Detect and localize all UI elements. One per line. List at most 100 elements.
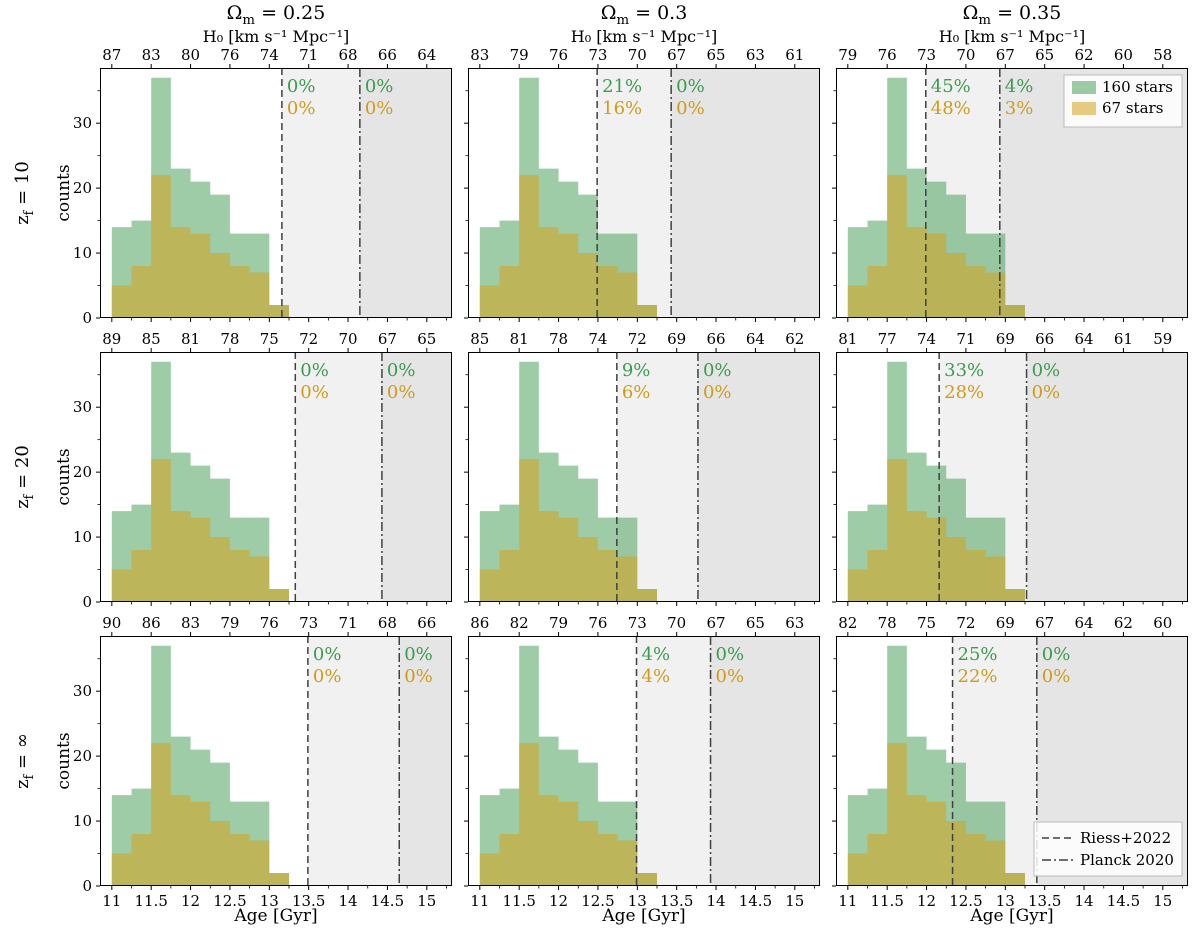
h0-tick-label: 61 xyxy=(785,46,804,64)
riess-percent-160-stars: 0% xyxy=(287,76,316,97)
age-tick-label: 11 xyxy=(838,892,857,910)
zf-symbol: z xyxy=(12,779,34,789)
riess-percent-67-stars: 0% xyxy=(313,666,342,687)
planck-percent-160-stars: 0% xyxy=(1042,644,1071,665)
count-tick-label: 20 xyxy=(73,747,92,765)
h0-tick-label: 82 xyxy=(510,614,529,632)
h0-axis-title: H₀ [km s⁻¹ Mpc⁻¹] xyxy=(468,27,820,46)
column-title-value: = 0.3 xyxy=(629,2,688,24)
shaded-region-between-lines xyxy=(307,636,400,886)
h0-tick-label: 66 xyxy=(707,330,726,348)
legend-swatch-green xyxy=(1072,81,1096,94)
planck-percent-160-stars: 4% xyxy=(1005,76,1034,97)
age-axis-label-text: Age [Gyr] xyxy=(602,906,686,926)
histogram-67-stars xyxy=(847,459,1025,602)
zf-subscript: f xyxy=(20,774,36,780)
riess-percent-67-stars: 0% xyxy=(287,98,316,119)
h0-tick-label: 83 xyxy=(181,614,200,632)
h0-tick-label: 63 xyxy=(785,614,804,632)
age-tick-label: 11 xyxy=(102,892,121,910)
shaded-region-beyond-planck xyxy=(359,68,452,318)
panel-border xyxy=(468,636,820,886)
h0-tick-label: 70 xyxy=(628,46,647,64)
panel-border xyxy=(836,352,1188,602)
riess-percent-67-stars: 16% xyxy=(602,98,642,119)
planck-percent-67-stars: 0% xyxy=(676,98,705,119)
age-tick-label: 15 xyxy=(1153,892,1172,910)
age-axis-label: Age [Gyr] xyxy=(100,906,452,926)
column-title: Ωm = 0.25 xyxy=(100,2,452,28)
count-tick-label: 30 xyxy=(73,114,92,132)
histogram-67-stars xyxy=(847,743,1025,886)
h0-tick-label: 69 xyxy=(996,614,1015,632)
h0-tick-label: 79 xyxy=(220,614,239,632)
h0-axis-title-text: H₀ [km s⁻¹ Mpc⁻¹] xyxy=(202,27,350,46)
age-tick-label: 14 xyxy=(707,892,726,910)
count-tick-label: 10 xyxy=(73,528,92,546)
h0-tick-label: 76 xyxy=(220,46,239,64)
h0-tick-label: 70 xyxy=(956,46,975,64)
shaded-region-beyond-planck xyxy=(381,352,452,602)
h0-tick-label: 60 xyxy=(1153,614,1172,632)
riess-percent-67-stars: 22% xyxy=(958,666,998,687)
h0-tick-label: 72 xyxy=(628,330,647,348)
h0-tick-label: 70 xyxy=(339,330,358,348)
planck-percent-160-stars: 0% xyxy=(716,644,745,665)
row-label: zf = ∞ xyxy=(12,733,36,789)
h0-tick-label: 65 xyxy=(707,46,726,64)
h0-tick-label: 59 xyxy=(1153,330,1172,348)
h0-tick-label: 81 xyxy=(181,330,200,348)
h0-tick-label: 74 xyxy=(588,330,607,348)
h0-tick-label: 76 xyxy=(878,46,897,64)
shaded-region-between-lines xyxy=(636,636,711,886)
planck-percent-160-stars: 0% xyxy=(365,76,394,97)
panel-border xyxy=(836,636,1188,886)
column-title: Ωm = 0.3 xyxy=(468,2,820,28)
riess-percent-67-stars: 6% xyxy=(622,382,651,403)
age-tick-label: 13.5 xyxy=(292,892,325,910)
h0-tick-label: 69 xyxy=(996,330,1015,348)
h0-tick-label: 79 xyxy=(838,46,857,64)
h0-tick-label: 65 xyxy=(746,614,765,632)
column-title-value: = 0.35 xyxy=(991,2,1062,24)
age-tick-label: 12.5 xyxy=(213,892,246,910)
row-label-value: = ∞ xyxy=(12,733,34,775)
h0-tick-label: 72 xyxy=(956,614,975,632)
panel-row1-col2: 81 77 74 71 69 66 64 61 59 33%28% 0%0% xyxy=(832,330,1188,606)
histogram-67-stars xyxy=(479,743,657,886)
age-tick-label: 13.5 xyxy=(660,892,693,910)
h0-tick-label: 61 xyxy=(1114,330,1133,348)
h0-tick-label: 78 xyxy=(878,614,897,632)
h0-axis-title-text: H₀ [km s⁻¹ Mpc⁻¹] xyxy=(938,27,1086,46)
h0-tick-label: 87 xyxy=(102,46,121,64)
count-tick-label: 0 xyxy=(82,309,92,327)
count-tick-label: 30 xyxy=(73,682,92,700)
riess-percent-67-stars: 48% xyxy=(931,98,971,119)
legend-swatch-yellow xyxy=(1072,102,1096,115)
h0-tick-label: 89 xyxy=(102,330,121,348)
riess-percent-160-stars: 21% xyxy=(602,76,642,97)
counts-axis-label: counts xyxy=(54,448,74,505)
planck-percent-67-stars: 0% xyxy=(404,666,433,687)
planck-percent-160-stars: 0% xyxy=(676,76,705,97)
omega-subscript: m xyxy=(978,12,992,28)
panel-row2-col0: 90 11 86 11.5 83 12 79 12.5 76 13 73 13.5 71 14 68 14.5… xyxy=(73,614,452,910)
count-tick-label: 20 xyxy=(73,179,92,197)
age-axis-label: Age [Gyr] xyxy=(468,906,820,926)
age-tick-label: 12 xyxy=(549,892,568,910)
age-tick-label: 12 xyxy=(181,892,200,910)
column-title: Ωm = 0.35 xyxy=(836,2,1188,28)
planck-percent-67-stars: 0% xyxy=(1042,666,1071,687)
planck-percent-67-stars: 0% xyxy=(387,382,416,403)
h0-axis-title: H₀ [km s⁻¹ Mpc⁻¹] xyxy=(836,27,1188,46)
age-tick-label: 13 xyxy=(628,892,647,910)
counts-axis-label-text: counts xyxy=(54,164,74,222)
row-label-value: = 10 xyxy=(12,161,34,211)
age-axis-label: Age [Gyr] xyxy=(836,906,1188,926)
histogram-67-stars xyxy=(847,175,1025,318)
h0-tick-label: 82 xyxy=(838,614,857,632)
h0-tick-label: 67 xyxy=(378,330,397,348)
counts-axis-label: counts xyxy=(54,732,74,789)
